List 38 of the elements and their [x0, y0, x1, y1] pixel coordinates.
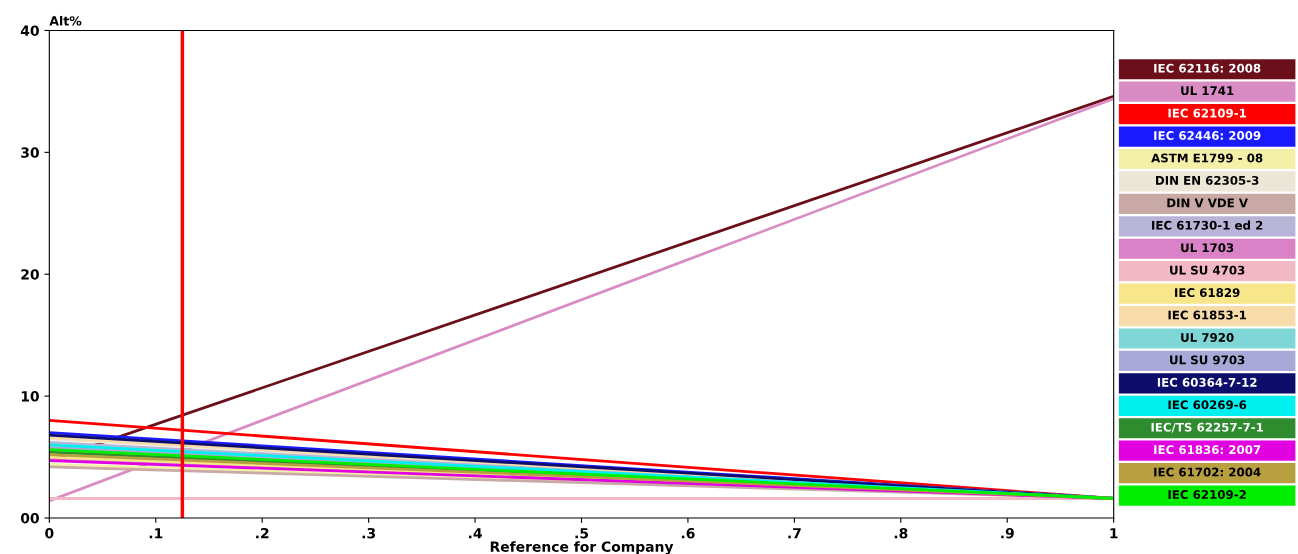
x-tick-label: .7: [788, 528, 801, 539]
x-tick-label: 0: [45, 527, 54, 539]
text: IEC 61853-1: [1168, 310, 1247, 320]
y-tick-label: 40: [20, 25, 39, 36]
text: UL 7920: [1181, 332, 1234, 342]
x-tick-label: .4: [469, 528, 482, 539]
text: IEC 61836: 2007: [1154, 445, 1261, 455]
x-tick-label: .6: [681, 527, 695, 539]
text: IEC/TS 62257-7-1: [1151, 422, 1264, 433]
text: UL 1703: [1181, 243, 1234, 253]
text: DIN EN 62305-3: [1156, 175, 1259, 185]
text: DIN V VDE V: [1167, 198, 1248, 208]
text: IEC 61702: 2004: [1154, 467, 1261, 477]
x-tick-label: .5: [575, 528, 588, 539]
text: UL SU 4703: [1170, 265, 1245, 275]
text: IEC 60364-7-12: [1157, 377, 1257, 387]
x-tick-label: .1: [149, 528, 163, 539]
text: UL 1741: [1181, 86, 1234, 96]
text: IEC 62109-1: [1168, 108, 1247, 118]
text: IEC 62116: 2008: [1154, 63, 1261, 73]
y-tick-label: 10: [21, 391, 39, 402]
text: IEC 61829: [1175, 288, 1240, 298]
y-tick-label: 20: [21, 269, 39, 280]
text: IEC 60269-6: [1168, 400, 1247, 410]
text: IEC 61730-1 ed 2: [1152, 220, 1263, 230]
text: IEC 62446: 2009: [1154, 131, 1261, 140]
y-tick-label: 00: [20, 512, 39, 524]
x-tick-label: 1: [1110, 528, 1118, 539]
y-axis-title: Alt%: [49, 15, 82, 26]
text: IEC 62109-2: [1168, 490, 1246, 499]
y-tick-label: 30: [21, 147, 39, 158]
x-tick-label: .3: [362, 527, 375, 539]
x-tick-label: .8: [894, 527, 908, 539]
x-tick-label: .9: [1001, 527, 1014, 539]
x-tick-label: .2: [256, 527, 269, 539]
text: ASTM E1799 - 08: [1151, 153, 1263, 163]
x-axis-title: Reference for Company: [490, 541, 674, 554]
text: UL SU 9703: [1170, 355, 1245, 365]
